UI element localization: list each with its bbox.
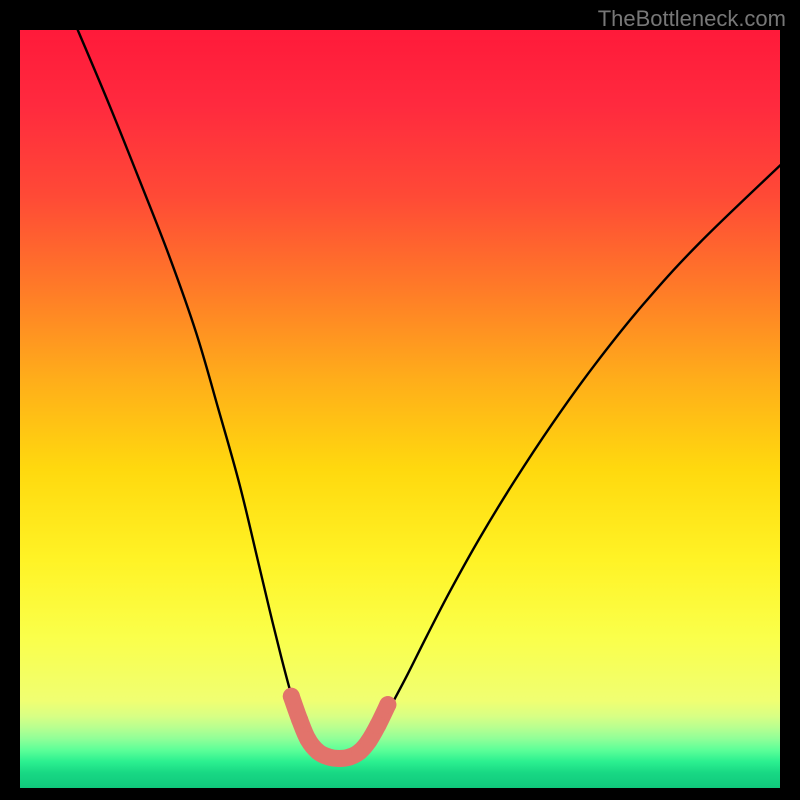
optimal-range-dot bbox=[379, 696, 396, 713]
optimal-range-dot bbox=[283, 688, 300, 705]
curve-layer bbox=[0, 0, 800, 800]
bottleneck-curve bbox=[78, 30, 784, 759]
optimal-range-dot bbox=[369, 717, 386, 734]
optimal-range-dot bbox=[291, 711, 308, 728]
watermark-text: TheBottleneck.com bbox=[598, 6, 786, 32]
chart-stage: TheBottleneck.com bbox=[0, 0, 800, 800]
optimal-range-dot bbox=[360, 733, 377, 750]
